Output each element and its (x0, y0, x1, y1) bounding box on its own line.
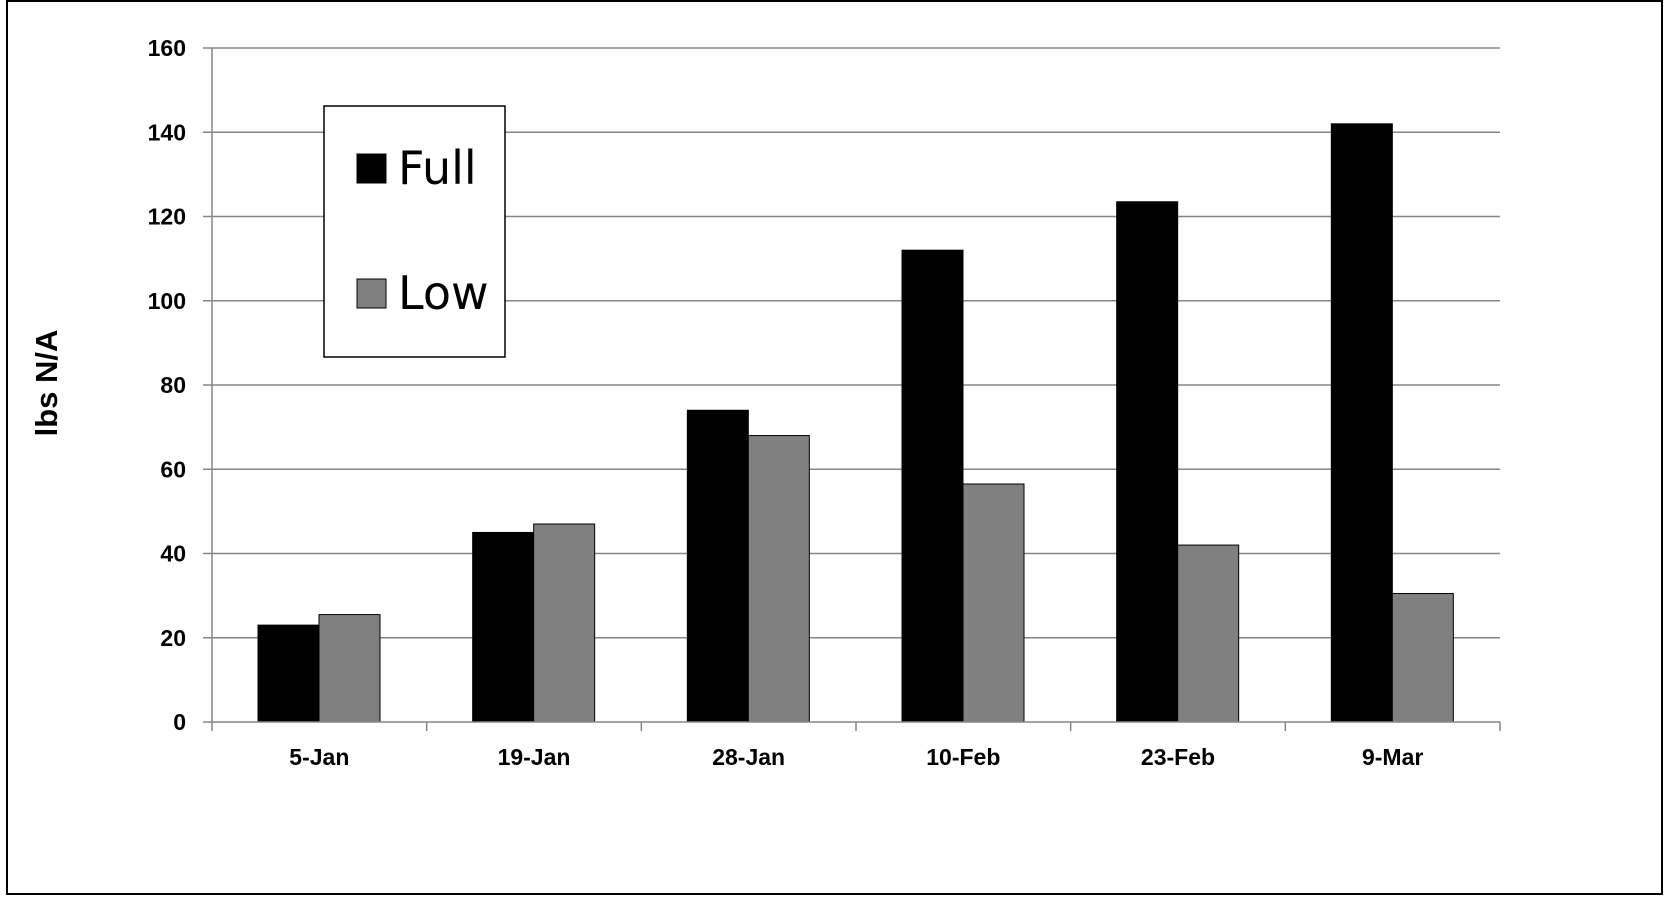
bar-full-23-feb (1116, 201, 1179, 723)
bar-full-19-jan (472, 531, 535, 723)
bar-low-28-jan (747, 435, 810, 723)
y-tick-label: 160 (148, 35, 186, 61)
bar-low-9-mar (1391, 593, 1454, 723)
bars (257, 123, 1454, 723)
x-tick-label: 23-Feb (1141, 744, 1215, 770)
x-tick-label: 10-Feb (926, 744, 1000, 770)
tick-labels: 0 20 40 60 80 100 120 140 160 5-Jan 19-Jan 28-Jan 10… (148, 35, 1424, 770)
bar-full-9-mar (1330, 123, 1393, 723)
y-tick-label: 140 (148, 119, 186, 145)
x-tick-label: 19-Jan (498, 744, 571, 770)
legend-box (323, 105, 506, 358)
bar-low-5-jan (318, 614, 381, 723)
x-tick-label: 28-Jan (712, 744, 785, 770)
bar-full-10-feb (901, 249, 964, 723)
bar-low-19-jan (533, 523, 596, 723)
y-tick-label: 20 (160, 625, 186, 651)
y-tick-label: 100 (148, 288, 186, 314)
bar-full-5-jan (257, 624, 320, 723)
y-tick-label: 80 (160, 372, 186, 398)
bar-low-10-feb (962, 483, 1025, 723)
x-tick-label: 5-Jan (289, 744, 349, 770)
y-tick-label: 0 (173, 709, 186, 735)
legend-swatch-full (356, 153, 387, 184)
y-tick-label: 120 (148, 204, 186, 230)
y-axis-title: lbs N/A (29, 330, 64, 437)
x-tick-label: 9-Mar (1362, 744, 1423, 770)
legend-swatch-low (356, 278, 387, 309)
axes (203, 47, 1501, 731)
bar-low-23-feb (1177, 544, 1240, 723)
legend-label-full: Full (398, 141, 477, 195)
bar-full-28-jan (686, 409, 749, 723)
y-tick-label: 40 (160, 541, 186, 567)
legend: Full Low (323, 105, 506, 358)
legend-label-low: Low (398, 266, 489, 320)
y-tick-label: 60 (160, 456, 186, 482)
